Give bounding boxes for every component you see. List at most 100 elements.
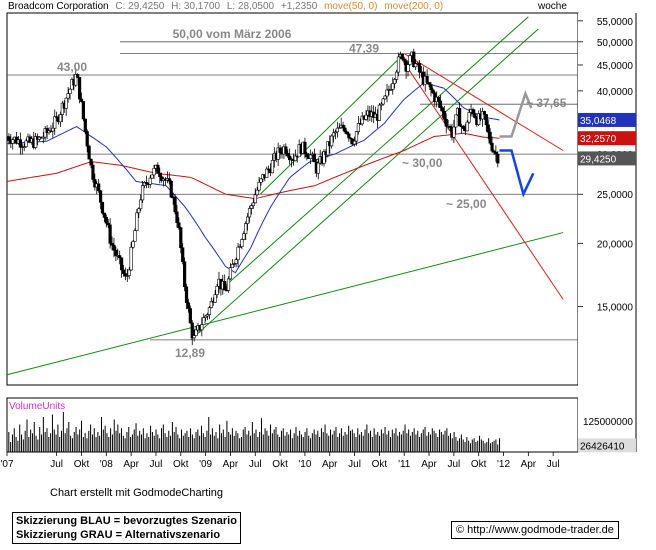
candle-body: [335, 127, 339, 133]
x-tick-label: '12: [497, 459, 510, 470]
ma50-line: [7, 82, 500, 274]
candle-body: [341, 124, 345, 129]
candle-body: [98, 190, 103, 203]
candle-body: [364, 114, 368, 120]
candle-body: [473, 113, 477, 118]
x-tick-label: Jul: [348, 459, 361, 470]
candle-body: [253, 194, 257, 204]
y-axis-strip: [578, 13, 636, 452]
candle-body: [102, 212, 106, 218]
last-ma200-box: [578, 131, 636, 146]
candle-body: [408, 55, 412, 65]
volume-title: VolumeUnits: [9, 401, 65, 412]
trendline-resistance_down: [403, 53, 564, 151]
scenario-legend: Skizzierung BLAU = bevorzugtes Szenario …: [12, 512, 241, 544]
y-tick-label: 40,0000: [597, 87, 634, 98]
header-close: C: 29,4250: [115, 1, 164, 12]
candle-body: [425, 75, 429, 83]
x-tick-label: Apr: [123, 459, 139, 470]
candle-body: [223, 281, 227, 291]
candle-body: [257, 181, 261, 191]
candle-body: [288, 155, 292, 161]
candle-body: [337, 127, 341, 129]
candle-body: [251, 202, 255, 206]
candle-body: [118, 255, 122, 259]
source-url[interactable]: http://www.godmode-trader.de: [467, 524, 614, 536]
candle-body: [202, 317, 206, 326]
candle-body: [457, 108, 462, 127]
candle-body: [53, 116, 57, 129]
candle-body: [436, 96, 441, 102]
candle-body: [480, 111, 485, 120]
candle-body: [490, 142, 494, 152]
x-tick-label: Apr: [223, 459, 239, 470]
candle-body: [246, 216, 250, 224]
candle-body: [100, 201, 105, 214]
candle-body: [244, 223, 248, 234]
grid-lines: [7, 41, 578, 341]
header-ma50-label: move(50, 0): [324, 1, 377, 12]
candle-body: [22, 146, 26, 148]
candle-body: [205, 314, 210, 317]
y-tick-label: 50,0000: [597, 38, 634, 49]
candle-body: [186, 302, 191, 309]
x-tick-label: Okt: [272, 459, 288, 470]
candle-body: [238, 246, 242, 248]
candle-body: [444, 118, 448, 127]
candle-body: [181, 247, 185, 263]
candle-body: [330, 135, 334, 147]
candle-body: [200, 324, 204, 331]
candle-body: [119, 257, 124, 271]
candle-body: [144, 182, 149, 185]
candle-body: [11, 139, 15, 144]
candle-body: [209, 300, 213, 308]
source-link[interactable]: © http://www.godmode-trader.de: [451, 521, 619, 539]
trendlines: [7, 16, 564, 376]
y-axis: 55,000050,000045,000040,000035,000030,00…: [578, 17, 636, 314]
candle-body: [438, 100, 443, 108]
candle-body: [389, 89, 393, 91]
trendline-channel_upper: [259, 53, 405, 195]
scenario-legend-blue: Skizzierung BLAU = bevorzugtes Szenario: [16, 515, 237, 527]
candle-body: [58, 114, 63, 123]
candle-body: [121, 269, 126, 274]
candle-body: [175, 211, 179, 223]
volume-axis-label: 125000000: [583, 417, 633, 428]
candle-body: [352, 140, 357, 145]
candle-body: [207, 307, 212, 315]
y-tick-label: 25,0000: [597, 190, 634, 201]
svg-text:Broadcom Corporation C: 29: Broadcom Corporation C: 29,4250 H: 30,17…: [8, 1, 443, 12]
header-high: H: 30,1700: [171, 1, 220, 12]
candle-body: [442, 110, 446, 120]
annotation-march2006: 50,00 vom März 2006: [173, 27, 292, 41]
candle-body: [236, 246, 240, 260]
candle-body: [177, 222, 181, 229]
candle-body: [316, 162, 320, 174]
x-tick-label: Okt: [372, 459, 388, 470]
x-tick-label: Jul: [150, 459, 163, 470]
candle-body: [276, 147, 280, 160]
candle-body: [265, 168, 269, 179]
candle-body: [179, 227, 183, 249]
candle-body: [232, 263, 236, 265]
candle-body: [60, 102, 64, 115]
candle-body: [106, 222, 110, 226]
candle-body: [129, 246, 133, 271]
y-tick-label: 55,0000: [597, 17, 634, 28]
x-tick-label: Jul: [447, 459, 460, 470]
y-tick-label: 15,0000: [597, 303, 634, 314]
annotation-level25: ~ 25,00: [446, 197, 487, 211]
candle-body: [188, 308, 192, 324]
candle-body: [412, 51, 416, 68]
last-ma200-label: 32,2570: [580, 134, 617, 145]
candle-body: [427, 82, 431, 85]
candle-body: [417, 63, 422, 73]
candle-body: [385, 89, 389, 97]
candle-body: [293, 155, 297, 161]
header-ma200-label: move(200, 0): [384, 1, 443, 12]
candle-body: [391, 83, 395, 90]
candle-body: [303, 141, 307, 155]
candle-body: [139, 199, 143, 210]
candle-body: [213, 294, 217, 303]
